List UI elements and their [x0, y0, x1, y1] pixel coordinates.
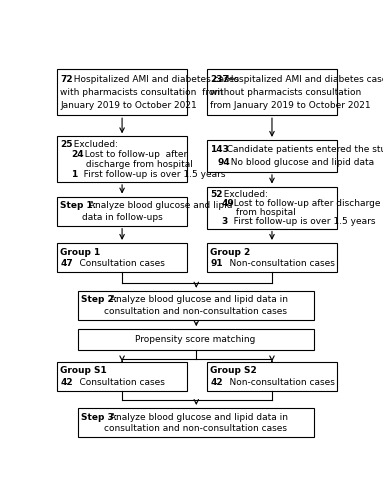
- Text: discharge from hospital: discharge from hospital: [61, 160, 193, 169]
- Text: from hospital: from hospital: [210, 208, 296, 217]
- Bar: [57, 136, 187, 182]
- Text: Propensity score matching: Propensity score matching: [135, 336, 256, 344]
- Bar: [77, 290, 314, 320]
- Text: Group S1: Group S1: [61, 366, 107, 376]
- Bar: [57, 362, 187, 391]
- Text: consultation and non-consultation cases: consultation and non-consultation cases: [104, 424, 287, 433]
- Text: Lost to follow-up after discharge: Lost to follow-up after discharge: [228, 199, 381, 208]
- Text: Analyze blood glucose and lipid data in: Analyze blood glucose and lipid data in: [106, 296, 288, 304]
- Text: Excluded:: Excluded:: [218, 190, 267, 199]
- Text: Hospitalized AMI and diabetes cases: Hospitalized AMI and diabetes cases: [68, 74, 239, 84]
- Bar: [57, 196, 187, 226]
- Text: 237: 237: [210, 74, 229, 84]
- Text: Group S2: Group S2: [210, 366, 257, 376]
- Text: 91: 91: [210, 259, 223, 268]
- Text: 94: 94: [218, 158, 230, 167]
- Text: 3: 3: [221, 217, 228, 226]
- Text: First follow-up is over 1.5 years: First follow-up is over 1.5 years: [225, 217, 375, 226]
- Text: Analyze blood glucose and lipid: Analyze blood glucose and lipid: [86, 202, 232, 210]
- Bar: [57, 243, 187, 272]
- Text: 52: 52: [210, 190, 223, 199]
- Text: Hospitalized AMI and diabetes cases: Hospitalized AMI and diabetes cases: [221, 74, 383, 84]
- Bar: [207, 243, 337, 272]
- Text: from January 2019 to October 2021: from January 2019 to October 2021: [210, 101, 371, 110]
- Bar: [207, 69, 337, 116]
- Text: Excluded:: Excluded:: [68, 140, 118, 149]
- Bar: [77, 329, 314, 350]
- Bar: [207, 362, 337, 391]
- Text: 49: 49: [221, 199, 234, 208]
- Text: 24: 24: [71, 150, 84, 159]
- Text: Step 2:: Step 2:: [81, 296, 118, 304]
- Bar: [57, 69, 187, 116]
- Text: 42: 42: [61, 378, 73, 387]
- Text: with pharmacists consultation  from: with pharmacists consultation from: [61, 88, 223, 97]
- Bar: [77, 408, 314, 437]
- Text: 25: 25: [61, 140, 73, 149]
- Text: 42: 42: [210, 378, 223, 387]
- Text: data in follow-ups: data in follow-ups: [82, 212, 162, 222]
- Bar: [207, 186, 337, 228]
- Text: Candidate patients entered the study: Candidate patients entered the study: [221, 146, 383, 154]
- Text: Group 1: Group 1: [61, 248, 101, 256]
- Text: 72: 72: [61, 74, 73, 84]
- Text: 143: 143: [210, 146, 229, 154]
- Text: Step 1:: Step 1:: [61, 202, 97, 210]
- Text: consultation and non-consultation cases: consultation and non-consultation cases: [104, 307, 287, 316]
- Text: Step 3:: Step 3:: [81, 412, 118, 422]
- Text: Consultation cases: Consultation cases: [68, 259, 164, 268]
- Text: Group 2: Group 2: [210, 248, 250, 256]
- Text: 1: 1: [71, 170, 77, 178]
- Text: 47: 47: [61, 259, 73, 268]
- Text: without pharmacists consultation: without pharmacists consultation: [210, 88, 362, 97]
- Bar: [207, 140, 337, 172]
- Text: Lost to follow-up  after: Lost to follow-up after: [79, 150, 187, 159]
- Text: January 2019 to October 2021: January 2019 to October 2021: [61, 101, 197, 110]
- Text: Analyze blood glucose and lipid data in: Analyze blood glucose and lipid data in: [106, 412, 288, 422]
- Text: Consultation cases: Consultation cases: [68, 378, 164, 387]
- Text: First follow-up is over 1.5 years: First follow-up is over 1.5 years: [75, 170, 225, 178]
- Text: No blood glucose and lipid data: No blood glucose and lipid data: [225, 158, 374, 167]
- Text: Non-consultation cases: Non-consultation cases: [218, 378, 334, 387]
- Text: Non-consultation cases: Non-consultation cases: [218, 259, 334, 268]
